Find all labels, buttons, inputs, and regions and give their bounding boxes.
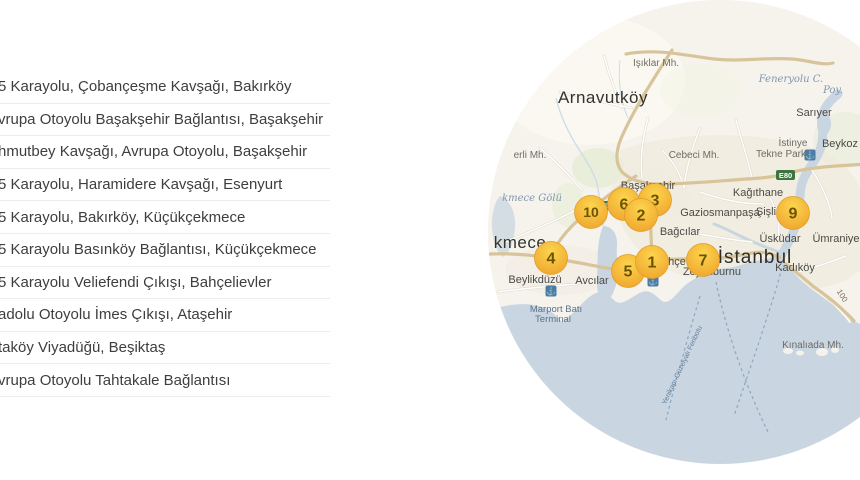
svg-text:⚓: ⚓ — [648, 276, 658, 286]
svg-text:⚓: ⚓ — [546, 286, 556, 296]
anchor-icon: ⚓ — [545, 285, 557, 297]
map-marker-1[interactable]: 1 — [635, 245, 669, 279]
map-marker-10[interactable]: 10 — [574, 195, 608, 229]
svg-text:⚓: ⚓ — [805, 150, 815, 160]
map-label-sariyer: Sarıyer — [796, 107, 832, 119]
map-label-umraniye: Ümraniye — [812, 233, 859, 245]
princes-islands — [783, 347, 839, 356]
list-item[interactable]: 5 Karayolu, Bakırköy, Küçükçekmece — [0, 201, 330, 234]
map-label-cebeci: Cebeci Mh. — [669, 150, 720, 161]
list-item[interactable]: 5 Karayolu, Haramidere Kavşağı, Esenyurt — [0, 169, 330, 202]
map-label-gaziosmanpasa: Gaziosmanpaşa — [680, 207, 760, 219]
map-green-area — [660, 64, 740, 116]
map-label-istanbul: İstanbul — [718, 247, 793, 268]
svg-text:5: 5 — [624, 264, 633, 281]
map-label-marport-1: Marport Batı — [530, 304, 582, 315]
map-label-beylikduzu: Beylikdüzü — [508, 274, 561, 286]
svg-text:4: 4 — [547, 251, 556, 268]
map-marker-2[interactable]: 2 — [624, 198, 658, 232]
map-marker-4[interactable]: 4 — [534, 241, 568, 275]
kucukcekmece-lake — [596, 226, 618, 302]
map-label-cekmece: kmece — [494, 233, 547, 252]
bosphorus-bay — [817, 113, 831, 135]
list-item[interactable]: vrupa Otoyolu Başakşehir Bağlantısı, Baş… — [0, 104, 330, 137]
map-label-cekmece-golu: kmece Gölü — [502, 193, 562, 204]
buyukcekmece-lake — [491, 196, 516, 257]
list-item[interactable]: 5 Karayolu Veliefendi Çıkışı, Bahçelievl… — [0, 267, 330, 300]
svg-text:6: 6 — [620, 197, 629, 214]
map-label-avcilar: Avcılar — [575, 275, 609, 287]
ferry-routes — [665, 267, 783, 433]
svg-text:2: 2 — [637, 208, 646, 225]
traffic-route-list: 5 Karayolu, Çobançeşme Kavşağı, Bakırköy… — [0, 71, 330, 397]
istanbul-map[interactable]: Yenikapı-Güzelyalı Feribotu — [488, 0, 860, 464]
map-label-uskudar: Üsküdar — [760, 233, 801, 245]
map-label-tekne-park: Tekne Park — [756, 149, 807, 160]
map-label-feneryolu: Feneryolu C. — [758, 74, 823, 85]
map-label-beykoz: Beykoz — [822, 138, 858, 150]
svg-text:E80: E80 — [779, 171, 792, 180]
map-marker-9[interactable]: 9 — [776, 196, 810, 230]
map-marker-7[interactable]: 7 — [686, 243, 720, 277]
map-label-sisli: Şişli — [756, 206, 776, 218]
svg-text:7: 7 — [699, 253, 708, 270]
map-label-isiklar: Işıklar Mh. — [633, 58, 679, 69]
svg-text:9: 9 — [789, 206, 798, 223]
list-item[interactable]: vrupa Otoyolu Tahtakale Bağlantısı — [0, 364, 330, 397]
svg-text:1: 1 — [648, 255, 657, 272]
golden-horn — [712, 222, 781, 254]
map-label-kadikoy: Kadıköy — [775, 262, 815, 274]
list-item[interactable]: taköy Viyadüğü, Beşiktaş — [0, 332, 330, 365]
minor-roads — [497, 55, 851, 323]
svg-text:3: 3 — [651, 193, 660, 210]
map-label-erli-mh: erli Mh. — [514, 150, 547, 161]
svg-text:10: 10 — [583, 204, 599, 220]
map-label-kagithane: Kağıthane — [733, 187, 783, 199]
map-label-kinaliada: Kınalıada Mh. — [782, 340, 844, 351]
marmara-sea — [488, 256, 860, 464]
map-label-istinye: İstinye — [779, 136, 808, 149]
anchor-icon: ⚓ — [804, 149, 816, 161]
map-label-bagcilar: Bağcılar — [660, 226, 701, 238]
list-item[interactable]: 5 Karayolu Basınköy Bağlantısı, Küçükçek… — [0, 234, 330, 267]
map-label-poy: Poy. — [822, 85, 843, 96]
list-item[interactable]: hmutbey Kavşağı, Avrupa Otoyolu, Başakşe… — [0, 136, 330, 169]
list-item[interactable]: 5 Karayolu, Çobançeşme Kavşağı, Bakırköy — [0, 71, 330, 104]
list-item[interactable]: adolu Otoyolu İmes Çıkışı, Ataşehir — [0, 299, 330, 332]
map-label-arnavutkoy: Arnavutköy — [558, 88, 648, 107]
road-shield-e80: E80 — [776, 170, 795, 180]
map-label-marport-2: Terminal — [535, 314, 571, 325]
map-rural-area — [495, 15, 685, 145]
